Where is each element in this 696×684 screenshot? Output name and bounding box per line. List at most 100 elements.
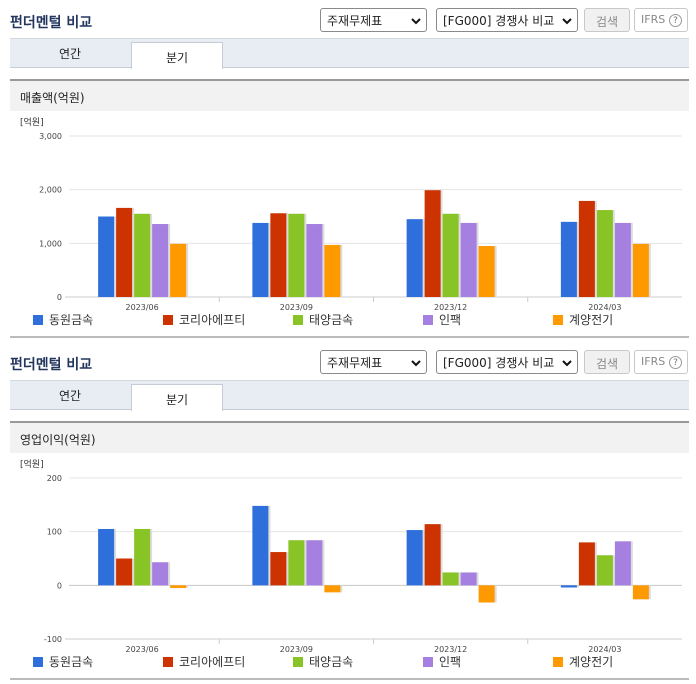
search-button-text: 검색 bbox=[595, 15, 619, 29]
bar bbox=[406, 219, 423, 297]
panel-title: 펀더멘털 비교 bbox=[10, 12, 92, 32]
y-tick-label: 0 bbox=[57, 581, 62, 590]
tab-bar bbox=[10, 380, 689, 410]
statement-select-text: 주재무제표 bbox=[327, 356, 383, 370]
tab-bar bbox=[10, 38, 689, 68]
x-tick-label: 2023/06 bbox=[126, 645, 159, 654]
bar bbox=[98, 528, 115, 586]
help-icon-text: ? bbox=[673, 16, 678, 26]
tab-quarter[interactable]: 분기 bbox=[131, 42, 223, 69]
y-tick-label: 0 bbox=[57, 293, 62, 302]
bar bbox=[596, 555, 613, 586]
ifrs-toggle[interactable]: IFRS? bbox=[634, 350, 688, 374]
legend-swatch bbox=[553, 657, 563, 667]
bar bbox=[478, 246, 495, 297]
bar bbox=[578, 542, 595, 586]
legend-label: 동원금속 bbox=[49, 655, 93, 669]
bar bbox=[324, 585, 341, 593]
x-tick-label: 2023/12 bbox=[434, 645, 467, 654]
bar bbox=[270, 213, 287, 297]
x-tick-label: 2023/09 bbox=[280, 303, 313, 312]
legend-label: 인팩 bbox=[439, 313, 461, 327]
legend-swatch bbox=[423, 315, 433, 325]
legend-label: 태양금속 bbox=[309, 655, 353, 669]
y-tick-label: 100 bbox=[47, 528, 62, 537]
bar bbox=[632, 585, 649, 600]
chart-title-text: 매출액(억원) bbox=[20, 91, 85, 105]
chart: [억원] -100 0 100 200 2023/06 2023/09 2023/12 2024… bbox=[10, 458, 689, 680]
legend-label: 인팩 bbox=[439, 655, 461, 669]
bar bbox=[442, 572, 459, 586]
x-tick-label: 2023/09 bbox=[280, 645, 313, 654]
bar bbox=[116, 207, 133, 297]
legend-swatch bbox=[293, 657, 303, 667]
statement-select-text: 주재무제표 bbox=[327, 14, 383, 28]
bar bbox=[170, 585, 187, 589]
bar bbox=[560, 585, 577, 588]
compare-select-text: [FG000] 경쟁사 비교 bbox=[443, 14, 555, 28]
search-button[interactable]: 검색 bbox=[584, 8, 630, 32]
bar bbox=[134, 213, 151, 297]
statement-select[interactable]: 주재무제표 bbox=[320, 350, 427, 374]
search-button[interactable]: 검색 bbox=[584, 350, 630, 374]
compare-select-text: [FG000] 경쟁사 비교 bbox=[443, 356, 555, 370]
panel-title-text: 펀더멘털 비교 bbox=[10, 15, 93, 31]
compare-select[interactable]: [FG000] 경쟁사 비교 bbox=[436, 350, 578, 374]
legend-swatch bbox=[163, 315, 173, 325]
x-tick-label: 2024/03 bbox=[588, 645, 621, 654]
x-tick-label: 2023/06 bbox=[126, 303, 159, 312]
y-tick-label: 1,000 bbox=[39, 239, 62, 248]
legend-label: 코리아에프티 bbox=[179, 313, 245, 327]
arrow-shape bbox=[411, 360, 421, 367]
chart: [억원] 0 1,000 2,000 3,000 2023/06 2023/09 2023/1… bbox=[10, 116, 689, 338]
legend-swatch bbox=[163, 657, 173, 667]
select-arrow bbox=[411, 18, 421, 25]
search-button-text: 검색 bbox=[595, 357, 619, 371]
bar bbox=[288, 540, 305, 586]
bar bbox=[306, 540, 323, 586]
compare-select[interactable]: [FG000] 경쟁사 비교 bbox=[436, 8, 578, 32]
bar bbox=[442, 213, 459, 297]
legend-swatch bbox=[33, 657, 43, 667]
help-icon[interactable]: ? bbox=[669, 356, 682, 369]
bar bbox=[170, 243, 187, 297]
statement-select[interactable]: 주재무제표 bbox=[320, 8, 427, 32]
bar bbox=[614, 222, 631, 297]
y-unit: [억원] bbox=[20, 116, 44, 128]
chart-title-text: 영업이익(억원) bbox=[20, 433, 96, 447]
tab-quarter-text: 분기 bbox=[165, 393, 189, 407]
panel-title-text: 펀더멘털 비교 bbox=[10, 357, 93, 373]
arrow-shape bbox=[562, 18, 572, 25]
legend-label: 태양금속 bbox=[309, 313, 353, 327]
bar bbox=[460, 572, 477, 586]
help-icon-text: ? bbox=[673, 358, 678, 368]
bar bbox=[270, 552, 287, 586]
ifrs-toggle[interactable]: IFRS? bbox=[634, 8, 688, 32]
help-icon[interactable]: ? bbox=[669, 14, 682, 27]
legend-label: 동원금속 bbox=[49, 313, 93, 327]
tab-annual-text: 연간 bbox=[58, 389, 82, 403]
bar bbox=[152, 562, 169, 586]
tab-quarter[interactable]: 분기 bbox=[131, 384, 223, 411]
tab-annual[interactable]: 연간 bbox=[10, 39, 130, 67]
bar bbox=[252, 505, 269, 586]
bar bbox=[406, 530, 423, 586]
chart-title: 매출액(억원) bbox=[10, 79, 689, 111]
bar bbox=[632, 243, 649, 297]
bar bbox=[288, 213, 305, 297]
bar bbox=[560, 221, 577, 297]
legend-label: 계양전기 bbox=[569, 313, 613, 327]
bar bbox=[152, 224, 169, 297]
legend-swatch bbox=[33, 315, 43, 325]
bar bbox=[98, 216, 115, 297]
bar bbox=[424, 190, 441, 297]
bar bbox=[134, 528, 151, 586]
tab-annual[interactable]: 연간 bbox=[10, 381, 130, 409]
select-arrow bbox=[411, 360, 421, 367]
bar bbox=[306, 224, 323, 297]
legend-swatch bbox=[293, 315, 303, 325]
arrow-shape bbox=[411, 18, 421, 25]
x-tick-label: 2024/03 bbox=[588, 303, 621, 312]
legend-label: 코리아에프티 bbox=[179, 655, 245, 669]
